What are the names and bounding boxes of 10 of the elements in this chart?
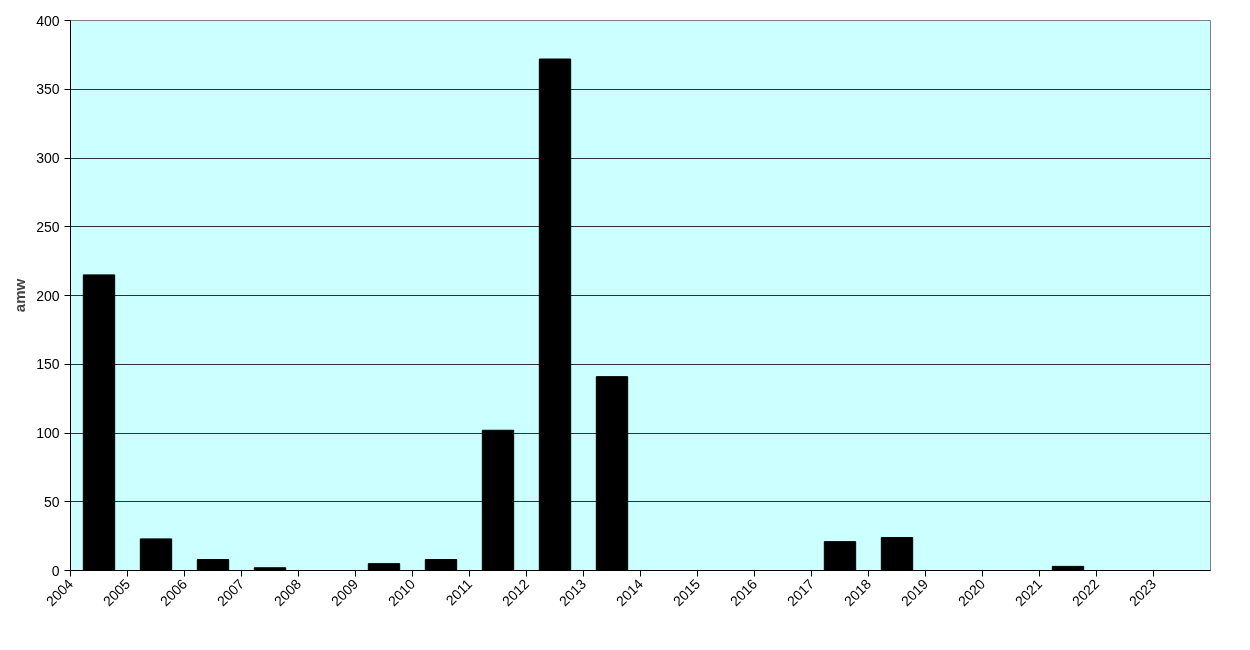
y-tick-label: 100 — [36, 425, 60, 441]
y-tick-label: 300 — [36, 150, 60, 166]
y-tick-label: 50 — [43, 493, 60, 510]
y-tick-label: 0 — [51, 562, 60, 579]
y-tick-label: 200 — [36, 287, 60, 304]
y-tick-label: 150 — [36, 356, 60, 373]
y-tick-label: 350 — [36, 81, 60, 98]
y-tick-label: 400 — [36, 12, 60, 29]
y-tick-label: 250 — [36, 218, 60, 235]
y-axis-title: amw — [11, 278, 29, 313]
